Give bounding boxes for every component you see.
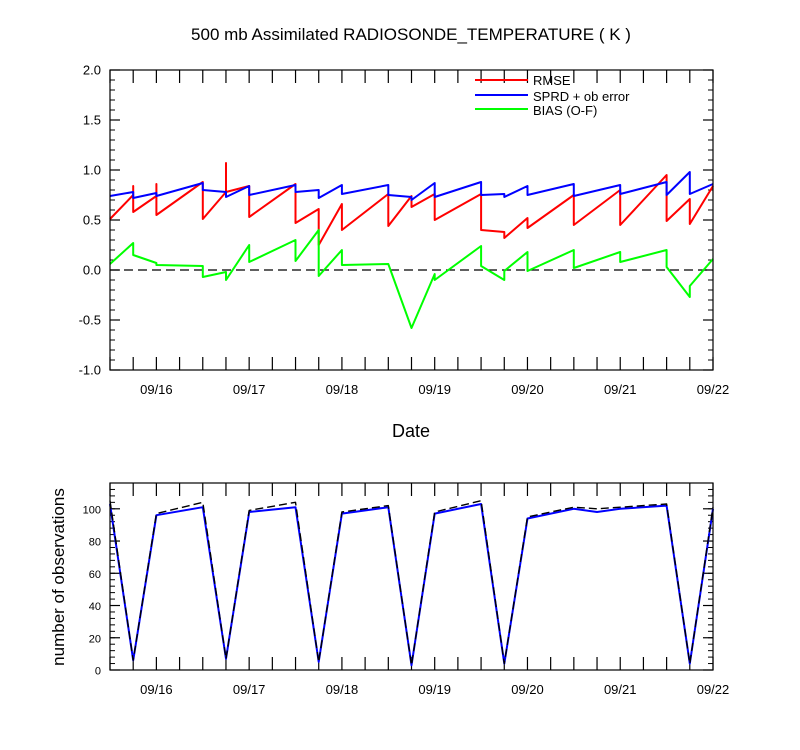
x-tick-label-09-22: 09/22 — [697, 682, 730, 697]
x-tick-label-09-17: 09/17 — [233, 382, 266, 397]
chart-title: 500 mb Assimilated RADIOSONDE_TEMPERATUR… — [191, 25, 631, 44]
legend: RMSE SPRD + ob error BIAS (O-F) — [475, 73, 630, 118]
series-line-sprd-ob-error — [109, 171, 714, 201]
x-tick-label-09-17: 09/17 — [233, 682, 266, 697]
x-tick-label-09-19: 09/19 — [418, 382, 451, 397]
y-axis-title-observations: number of observations — [49, 488, 68, 666]
series-line-assimilated — [109, 503, 714, 667]
y-tick-label-0-5: 0.5 — [83, 213, 101, 228]
bottom-plot-frame — [109, 482, 714, 671]
x-axis-title: Date — [392, 421, 430, 441]
x-tick-label-09-20: 09/20 — [511, 382, 544, 397]
top-plot-frame — [109, 69, 714, 371]
series-line-bias-o-f — [109, 229, 714, 329]
y-tick-label-80: 80 — [89, 537, 101, 549]
top-axis-ticks — [109, 69, 714, 371]
y-tick-label-20: 20 — [89, 633, 101, 645]
x-tick-label-09-16: 09/16 — [140, 382, 173, 397]
y-tick-label-1-0: -1.0 — [79, 363, 101, 378]
y-tick-label-1-0: 1.0 — [83, 163, 101, 178]
legend-label-rmse: RMSE — [533, 73, 571, 88]
legend-label-bias: BIAS (O-F) — [533, 103, 597, 118]
x-tick-label-09-18: 09/18 — [326, 682, 359, 697]
bottom-plot-area — [109, 500, 714, 667]
x-tick-label-09-19: 09/19 — [418, 682, 451, 697]
series-line-total — [109, 500, 714, 666]
bottom-tick-labels: 09/16 09/17 09/18 09/19 09/20 09/21 09/22 0 20 40… — [83, 504, 730, 697]
y-tick-label-40: 40 — [89, 601, 101, 613]
series-line-rmse — [109, 162, 714, 246]
y-tick-label-60: 60 — [89, 569, 101, 581]
y-tick-label-1-5: 1.5 — [83, 113, 101, 128]
y-tick-label-0-5: -0.5 — [79, 313, 101, 328]
x-tick-label-09-16: 09/16 — [140, 682, 173, 697]
x-tick-label-09-18: 09/18 — [326, 382, 359, 397]
x-tick-label-09-22: 09/22 — [697, 382, 730, 397]
top-plot-area — [109, 162, 714, 329]
x-tick-label-09-21: 09/21 — [604, 682, 637, 697]
y-tick-label-100: 100 — [83, 504, 101, 516]
bottom-axis-ticks — [109, 482, 714, 671]
y-tick-label-0: 0 — [95, 666, 101, 678]
x-tick-label-09-21: 09/21 — [604, 382, 637, 397]
top-tick-labels: 09/16 09/17 09/18 09/19 09/20 09/21 09/22 -1.0 -… — [79, 63, 730, 398]
y-tick-label-2-0: 2.0 — [83, 63, 101, 78]
y-tick-label-0-0: 0.0 — [83, 263, 101, 278]
x-tick-label-09-20: 09/20 — [511, 682, 544, 697]
legend-label-sprd: SPRD + ob error — [533, 89, 630, 104]
